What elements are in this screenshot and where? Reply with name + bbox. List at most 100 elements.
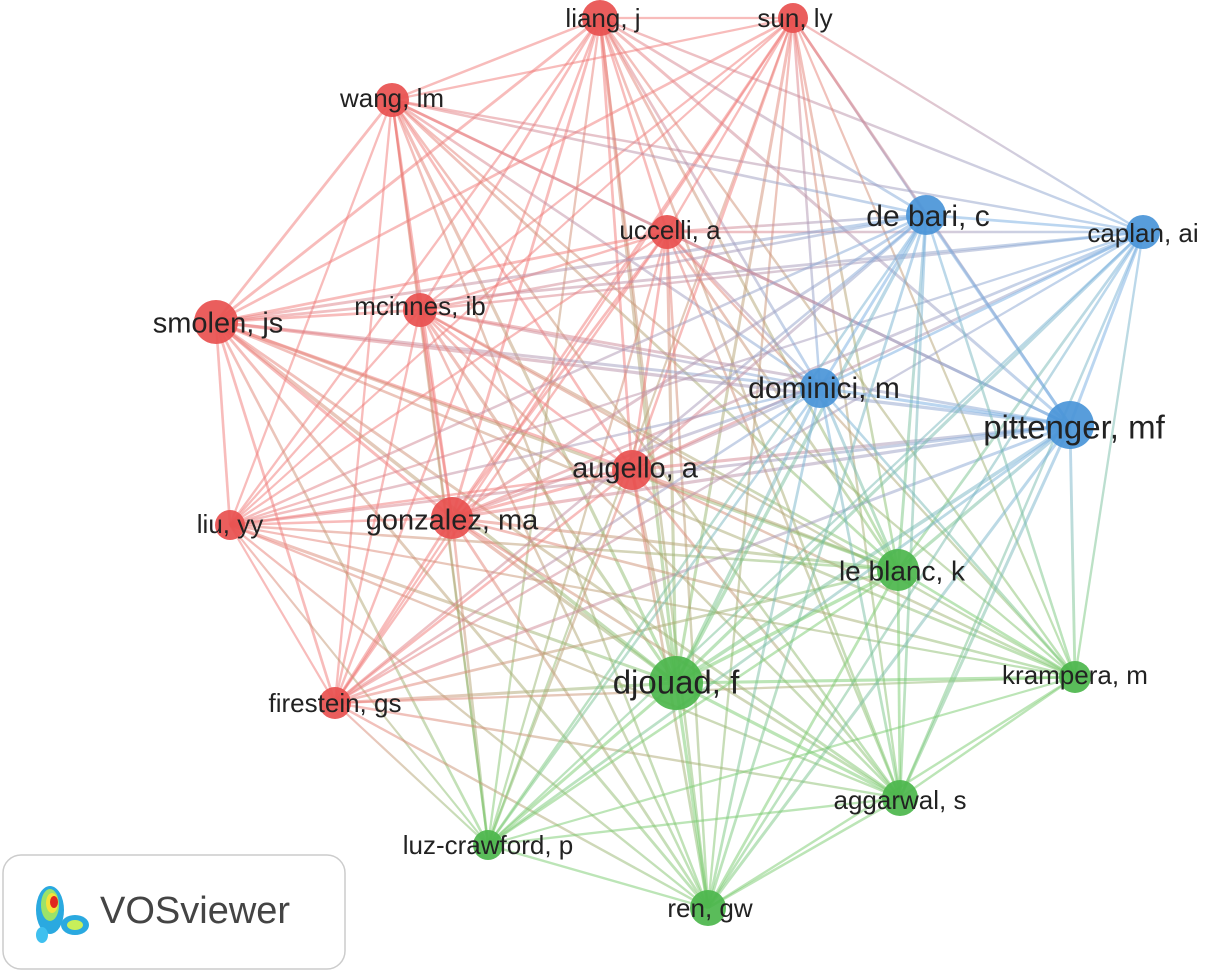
edge xyxy=(229,516,453,527)
edge xyxy=(215,213,927,324)
edge xyxy=(391,98,927,217)
edge xyxy=(229,524,489,846)
nodes xyxy=(194,0,1160,926)
edge xyxy=(334,568,899,705)
node-label: ren, gw xyxy=(667,893,752,923)
edge xyxy=(486,469,634,846)
edge xyxy=(899,676,1076,799)
edge xyxy=(450,517,490,846)
node-label: wang, lm xyxy=(339,83,444,113)
edge xyxy=(896,423,1072,572)
edge xyxy=(334,681,677,705)
edge xyxy=(598,17,710,909)
node xyxy=(906,195,946,235)
edge xyxy=(391,16,794,102)
node xyxy=(690,890,726,926)
edge xyxy=(334,701,709,910)
edge xyxy=(706,387,822,909)
edge xyxy=(391,99,899,571)
edge xyxy=(486,214,928,846)
node xyxy=(1046,401,1094,449)
edge xyxy=(214,321,337,704)
edge xyxy=(674,387,822,684)
edge xyxy=(215,320,1071,427)
edge xyxy=(334,423,1071,705)
edge xyxy=(419,230,1144,312)
logo: VOSviewer xyxy=(2,854,346,970)
edge xyxy=(391,99,1076,678)
node xyxy=(473,830,503,860)
edge xyxy=(666,213,927,234)
edge xyxy=(896,231,1145,571)
edge xyxy=(451,423,1071,520)
edge xyxy=(229,524,336,704)
edge xyxy=(674,17,795,684)
node xyxy=(403,293,437,327)
edge xyxy=(215,230,668,324)
edge xyxy=(418,309,710,909)
node xyxy=(612,450,652,490)
node xyxy=(882,780,918,816)
edge xyxy=(390,99,678,684)
edge xyxy=(819,387,1076,678)
node xyxy=(582,0,618,36)
edge xyxy=(229,524,709,909)
logo-box xyxy=(2,854,346,970)
edge xyxy=(391,98,1144,234)
edge xyxy=(229,231,668,526)
node-label: liang, j xyxy=(565,3,640,33)
edge xyxy=(215,16,601,324)
node xyxy=(319,687,351,719)
edge xyxy=(229,230,1144,527)
edge xyxy=(215,16,794,324)
node-label: smolen, js xyxy=(153,308,284,340)
edge xyxy=(631,468,899,572)
edge xyxy=(215,320,1076,679)
node xyxy=(215,510,245,540)
edge xyxy=(896,214,928,571)
node xyxy=(1059,661,1091,693)
edge xyxy=(334,230,1144,705)
edge xyxy=(631,468,1076,679)
node xyxy=(1126,215,1160,249)
edge xyxy=(333,17,602,704)
edge xyxy=(418,17,602,311)
node xyxy=(877,549,919,591)
edge xyxy=(792,17,1144,233)
edge xyxy=(706,569,900,909)
node xyxy=(778,3,808,33)
edge xyxy=(487,568,899,847)
edge xyxy=(674,230,1145,685)
edge xyxy=(925,213,1144,234)
node xyxy=(649,656,703,710)
edge xyxy=(215,320,901,800)
node-label: gonzalez, ma xyxy=(366,505,539,537)
edge xyxy=(1068,424,1077,678)
edge xyxy=(818,387,900,571)
edge xyxy=(419,213,927,312)
node xyxy=(194,300,238,344)
edge xyxy=(334,702,489,846)
edge xyxy=(818,387,902,799)
labels: liang, j sun, ly wang, lm uccelli, a smolen,… xyxy=(153,3,1199,923)
node xyxy=(375,83,409,117)
edge xyxy=(706,231,1145,909)
edge xyxy=(333,99,394,704)
edge xyxy=(450,516,678,685)
edge xyxy=(487,675,1076,847)
edge xyxy=(599,16,1144,234)
edge xyxy=(598,17,634,471)
node-label: djouad, f xyxy=(613,664,740,701)
node-label: augello, a xyxy=(572,453,699,485)
edge xyxy=(229,386,821,527)
edge xyxy=(631,386,821,472)
edge xyxy=(896,569,902,799)
edge xyxy=(674,214,928,684)
edge xyxy=(450,231,669,519)
edge xyxy=(214,321,490,846)
edge xyxy=(599,16,927,217)
edge xyxy=(487,231,1144,846)
node-label: pittenger, mf xyxy=(983,409,1165,446)
edge xyxy=(333,517,454,704)
edge xyxy=(419,308,1076,679)
